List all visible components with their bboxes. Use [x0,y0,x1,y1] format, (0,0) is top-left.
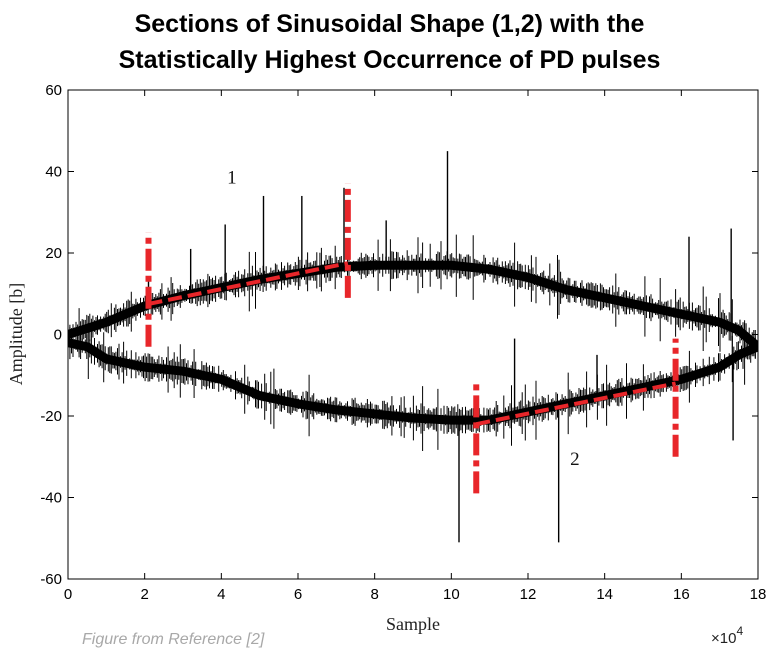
x-axis-multiplier-exponent: 4 [736,624,743,638]
x-tick-label: 14 [596,586,613,603]
annotation-layer: 12 [227,168,580,470]
y-tick-label: 0 [54,327,62,344]
x-axis-multiplier-base: ×10 [711,630,736,647]
y-tick-label: -40 [40,490,62,507]
x-axis-label: Sample [386,614,440,634]
curves-layer [68,151,758,543]
highlight-section-2 [475,381,676,427]
curve-label-1: 1 [227,168,237,189]
y-tick-label: -60 [40,571,62,588]
x-tick-label: 10 [443,586,460,603]
y-tick-label: -20 [40,408,62,425]
y-tick-label: 40 [45,164,62,181]
x-tick-label: 6 [294,586,302,603]
chart-title: Sections of Sinusoidal Shape (1,2) with … [0,6,779,78]
x-tick-label: 16 [673,586,690,603]
highlight-layer [145,183,679,494]
x-tick-label: 18 [750,586,767,603]
x-tick-label: 0 [64,586,72,603]
chart-title-line-2: Statistically Highest Occurrence of PD p… [118,46,661,74]
series-1-noise [69,234,756,359]
x-tick-label: 12 [520,586,537,603]
y-axis-label: Amplitude [b] [6,283,26,385]
x-tick-label: 2 [140,586,148,603]
curve-label-2: 2 [570,449,580,470]
series-2-noise [69,315,756,451]
x-tick-label: 8 [370,586,378,603]
plot-frame [67,89,759,580]
x-tick-label: 4 [217,586,225,603]
x-axis-multiplier: ×104 [711,624,743,647]
y-tick-label: 60 [45,82,62,99]
figure-caption: Figure from Reference [2] [82,631,265,648]
highlight-section-1 [148,261,349,306]
y-tick-label: 20 [45,245,62,262]
chart-title-line-1: Sections of Sinusoidal Shape (1,2) with … [134,10,645,38]
